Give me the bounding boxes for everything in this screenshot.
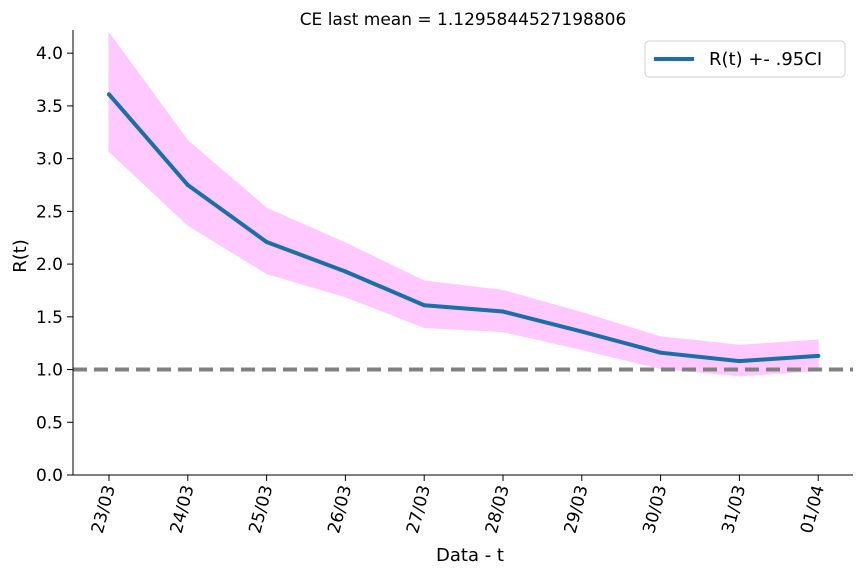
x-tick-label: 01/04 <box>797 483 829 536</box>
y-tick-label: 2.0 <box>36 255 63 275</box>
data-point-01/04 <box>816 353 821 358</box>
x-tick-label: 26/03 <box>324 483 356 536</box>
y-tick-label: 2.5 <box>36 202 63 222</box>
y-tick-label: 1.0 <box>36 361 63 381</box>
y-tick-label: 4.0 <box>36 44 63 64</box>
y-tick-label: 0.5 <box>36 413 63 433</box>
x-tick-label: 25/03 <box>245 483 277 536</box>
series-line <box>107 92 821 364</box>
data-point-28/03 <box>501 309 505 314</box>
data-points <box>107 92 821 364</box>
x-tick-label: 29/03 <box>561 483 593 536</box>
x-tick-label: 27/03 <box>403 483 435 536</box>
y-tick-label: 3.5 <box>36 97 63 117</box>
data-point-30/03 <box>658 350 663 355</box>
data-point-24/03 <box>185 183 190 188</box>
y-tick-label: 0.0 <box>36 466 63 486</box>
y-tick-label: 1.5 <box>36 308 63 328</box>
data-point-23/03 <box>107 92 111 97</box>
legend-box <box>644 40 846 78</box>
y-axis-label: R(t) <box>10 239 31 273</box>
data-point-26/03 <box>343 269 348 274</box>
legend: R(t) +- .95CI <box>644 40 846 78</box>
legend-label: R(t) +- .95CI <box>709 49 822 70</box>
chart-title: CE last mean = 1.1295844527198806 <box>300 10 627 30</box>
x-axis-label: Data - t <box>436 545 504 566</box>
data-point-31/03 <box>737 359 742 364</box>
x-tick-label: 30/03 <box>639 483 671 536</box>
plot-area <box>73 31 853 377</box>
y-ticks: 0.0 0.5 1.0 1.5 2.0 2.5 3.0 3.5 4.0 <box>36 44 73 486</box>
x-ticks: 23/03 24/03 25/03 26/03 27/03 28/03 29/03 30/03… <box>88 475 829 536</box>
data-point-25/03 <box>264 239 269 244</box>
data-point-29/03 <box>579 329 584 334</box>
y-tick-label: 3.0 <box>36 150 63 170</box>
data-point-27/03 <box>422 303 427 308</box>
x-tick-label: 24/03 <box>167 483 199 536</box>
x-tick-label: 28/03 <box>482 483 514 536</box>
x-tick-label: 31/03 <box>718 483 750 536</box>
x-tick-label: 23/03 <box>88 483 120 536</box>
